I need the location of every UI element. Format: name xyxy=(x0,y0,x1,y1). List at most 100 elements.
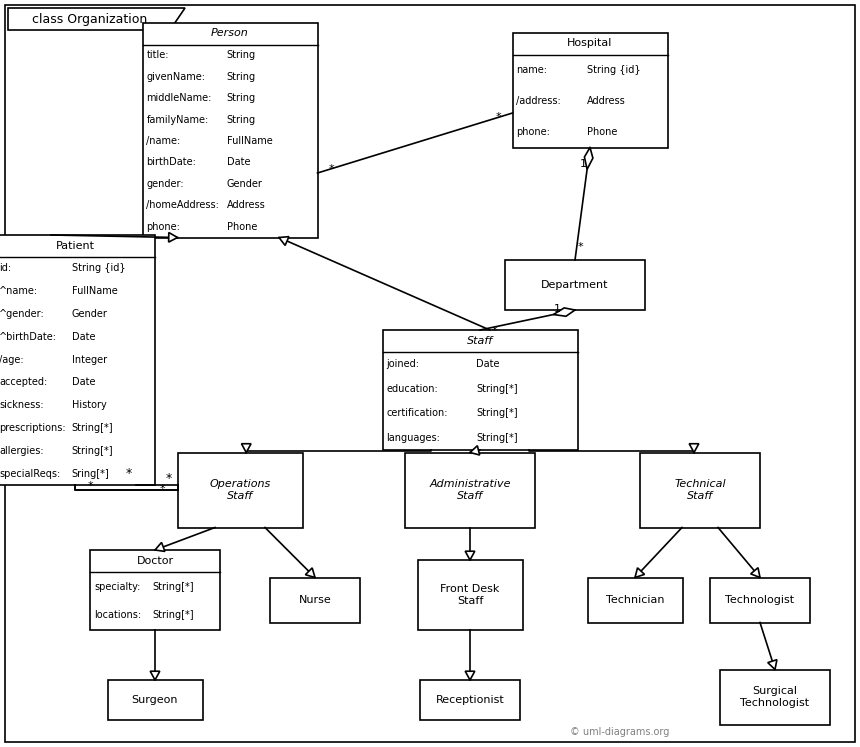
Text: *: * xyxy=(87,481,93,491)
Bar xyxy=(177,453,303,527)
Bar xyxy=(710,577,810,622)
Bar xyxy=(405,453,535,527)
Text: String {id}: String {id} xyxy=(587,65,641,75)
Text: Surgeon: Surgeon xyxy=(132,695,178,705)
Text: Sring[*]: Sring[*] xyxy=(71,468,109,479)
Text: allergies:: allergies: xyxy=(0,446,44,456)
Polygon shape xyxy=(465,551,475,560)
Text: Gender: Gender xyxy=(226,179,262,189)
Text: String[*]: String[*] xyxy=(476,384,518,394)
Text: Surgical
Technologist: Surgical Technologist xyxy=(740,686,809,708)
Polygon shape xyxy=(635,568,644,577)
Text: middleName:: middleName: xyxy=(146,93,212,103)
Text: education:: education: xyxy=(386,384,439,394)
Text: ^birthDate:: ^birthDate: xyxy=(0,332,57,342)
Text: String[*]: String[*] xyxy=(476,409,518,418)
Bar xyxy=(640,453,760,527)
Text: Doctor: Doctor xyxy=(137,556,174,566)
Text: *: * xyxy=(329,164,335,173)
Text: Date: Date xyxy=(71,377,95,388)
Text: /address:: /address: xyxy=(517,96,562,106)
Polygon shape xyxy=(465,672,475,680)
Bar xyxy=(587,577,683,622)
Text: Hospital: Hospital xyxy=(568,39,612,49)
Polygon shape xyxy=(279,237,289,246)
Text: sickness:: sickness: xyxy=(0,400,44,410)
Text: name:: name: xyxy=(517,65,548,75)
Bar xyxy=(383,330,578,450)
Text: gender:: gender: xyxy=(146,179,184,189)
Text: certification:: certification: xyxy=(386,409,448,418)
Polygon shape xyxy=(751,568,760,577)
Text: Department: Department xyxy=(541,280,609,290)
Text: title:: title: xyxy=(146,50,169,61)
Text: Staff: Staff xyxy=(467,336,493,346)
Polygon shape xyxy=(150,672,160,680)
Text: Date: Date xyxy=(226,158,250,167)
Text: *: * xyxy=(165,472,172,485)
Text: String: String xyxy=(226,93,255,103)
Text: String: String xyxy=(226,72,255,81)
Text: Address: Address xyxy=(226,200,265,211)
Polygon shape xyxy=(155,542,165,551)
Text: *: * xyxy=(126,467,132,480)
Text: String: String xyxy=(226,114,255,125)
Bar xyxy=(270,577,360,622)
Text: familyName:: familyName: xyxy=(146,114,209,125)
Text: Address: Address xyxy=(587,96,625,106)
Text: /homeAddress:: /homeAddress: xyxy=(146,200,219,211)
Text: prescriptions:: prescriptions: xyxy=(0,423,65,433)
Text: Technologist: Technologist xyxy=(726,595,795,605)
Polygon shape xyxy=(242,444,251,453)
Text: ^gender:: ^gender: xyxy=(0,309,45,319)
Text: Administrative
Staff: Administrative Staff xyxy=(429,479,511,500)
Text: Phone: Phone xyxy=(226,222,257,232)
Text: String[*]: String[*] xyxy=(152,581,194,592)
Text: Person: Person xyxy=(211,28,249,39)
Bar xyxy=(0,235,155,485)
Polygon shape xyxy=(554,308,575,316)
Polygon shape xyxy=(585,147,593,170)
Text: birthDate:: birthDate: xyxy=(146,158,196,167)
Text: 1: 1 xyxy=(580,159,587,169)
Polygon shape xyxy=(768,660,777,669)
Text: Nurse: Nurse xyxy=(298,595,331,605)
Polygon shape xyxy=(8,8,185,30)
Bar xyxy=(90,550,220,630)
Text: Date: Date xyxy=(71,332,95,342)
Text: Receptionist: Receptionist xyxy=(436,695,504,705)
Text: *: * xyxy=(578,242,583,252)
Text: locations:: locations: xyxy=(94,610,141,621)
Text: languages:: languages: xyxy=(386,433,440,443)
Text: Integer: Integer xyxy=(71,355,107,365)
Text: FullName: FullName xyxy=(71,286,118,297)
Bar xyxy=(505,260,645,310)
Text: joined:: joined: xyxy=(386,359,420,369)
Text: String[*]: String[*] xyxy=(71,423,114,433)
Text: Gender: Gender xyxy=(71,309,108,319)
Text: String {id}: String {id} xyxy=(71,264,126,273)
Bar xyxy=(417,560,523,630)
Text: 1: 1 xyxy=(554,304,561,314)
Text: ^name:: ^name: xyxy=(0,286,38,297)
Bar xyxy=(513,33,667,147)
Polygon shape xyxy=(305,568,315,577)
Text: History: History xyxy=(71,400,107,410)
Text: Operations
Staff: Operations Staff xyxy=(209,479,271,500)
Text: *: * xyxy=(160,484,165,495)
Text: id:: id: xyxy=(0,264,11,273)
Polygon shape xyxy=(470,446,480,455)
Text: Date: Date xyxy=(476,359,500,369)
Text: phone:: phone: xyxy=(146,222,181,232)
Text: String[*]: String[*] xyxy=(71,446,114,456)
Text: accepted:: accepted: xyxy=(0,377,47,388)
Text: Phone: Phone xyxy=(587,127,617,137)
Text: Front Desk
Staff: Front Desk Staff xyxy=(440,584,500,606)
Text: givenName:: givenName: xyxy=(146,72,206,81)
Text: *: * xyxy=(491,326,497,335)
Text: specialReqs:: specialReqs: xyxy=(0,468,60,479)
Text: /age:: /age: xyxy=(0,355,23,365)
Bar xyxy=(143,22,317,238)
Text: /name:: /name: xyxy=(146,136,181,146)
Bar xyxy=(720,669,830,725)
